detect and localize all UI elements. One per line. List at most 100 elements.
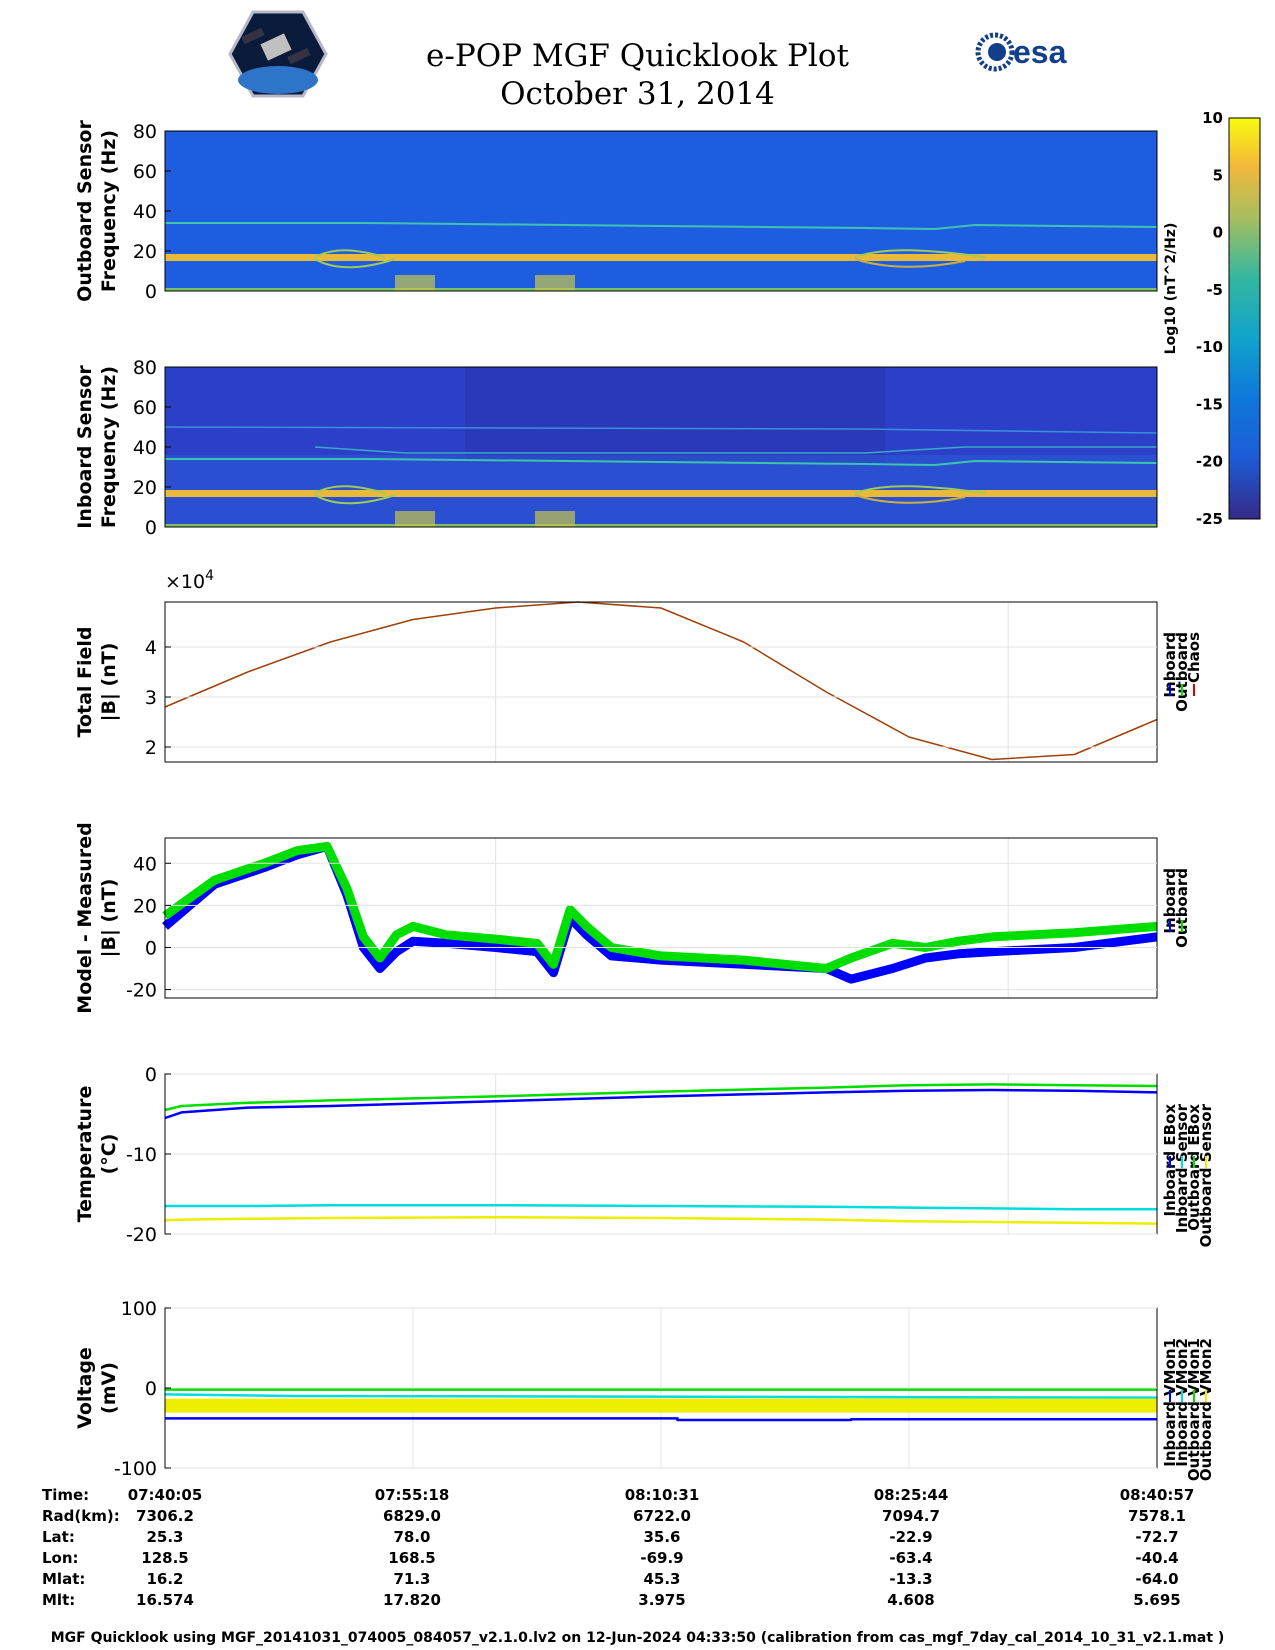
spectrogram-line-34hz bbox=[165, 222, 1158, 231]
colorbar-tick-label: -5 bbox=[1206, 281, 1223, 299]
spectrogram-burst bbox=[535, 275, 575, 291]
series-line-2 bbox=[165, 1203, 1157, 1211]
colorbar-tick-label: -10 bbox=[1196, 338, 1223, 356]
legend-label: Outboard VMon2 bbox=[1197, 1338, 1215, 1481]
y-tick-label: -20 bbox=[126, 1224, 157, 1246]
y-axis-label: Voltage (mV) bbox=[74, 1347, 120, 1429]
spectrogram-line-17hz bbox=[165, 490, 1157, 497]
spectrogram-quiet-region bbox=[465, 367, 885, 463]
y-tick-label: 0 bbox=[145, 517, 157, 539]
spectrogram-line-50hz bbox=[164, 426, 1158, 434]
voltage-axes: 100 0 -100 Voltage (mV) bbox=[74, 1298, 1157, 1480]
spectrogram-line-17hz bbox=[165, 254, 1157, 261]
spectrogram-loop-lower-2 bbox=[854, 258, 966, 268]
y-tick-label: 0 bbox=[145, 1064, 157, 1086]
ephemeris-cell: 7578.1 bbox=[1128, 1507, 1186, 1525]
ephemeris-cell: 07:40:05 bbox=[128, 1486, 203, 1504]
ephemeris-row-label: Rad(km): bbox=[42, 1507, 120, 1525]
y-tick-label: 2 bbox=[145, 737, 157, 759]
colorbar-label: Log10 (nT^2/Hz) bbox=[1163, 223, 1179, 355]
ephemeris-cell: 16.2 bbox=[146, 1570, 183, 1588]
ephemeris-cell: -69.9 bbox=[640, 1549, 683, 1567]
y-tick-label: 20 bbox=[133, 477, 157, 499]
ephemeris-cell: -72.7 bbox=[1135, 1528, 1178, 1546]
series-line-0 bbox=[164, 1088, 1158, 1120]
colorbar-tick-label: 5 bbox=[1213, 166, 1223, 184]
footer-caption: MGF Quicklook using MGF_20141031_074005_… bbox=[50, 1630, 1225, 1646]
y-tick-label: 0 bbox=[145, 937, 157, 959]
spectrogram-burst bbox=[535, 511, 575, 527]
legend-label: Outboard bbox=[1173, 632, 1191, 712]
y-tick-label: 100 bbox=[121, 1298, 157, 1320]
y-tick-label: 40 bbox=[133, 201, 157, 223]
ephemeris-cell: 6722.0 bbox=[633, 1507, 691, 1525]
y-axis-label: Model - Measured |B| (nT) bbox=[74, 822, 120, 1013]
ephemeris-cell: 78.0 bbox=[393, 1528, 430, 1546]
ephemeris-row-label: Lat: bbox=[42, 1528, 75, 1546]
spectrogram-line-40hz bbox=[314, 446, 1157, 454]
y-tick-label: -20 bbox=[126, 980, 157, 1002]
legend-label: Inboard bbox=[1161, 868, 1179, 934]
ephemeris-row-label: Mlt: bbox=[42, 1591, 75, 1609]
esa-logo-text: esa bbox=[1013, 34, 1067, 70]
y-axis-label: Outboard Sensor Frequency (Hz) bbox=[74, 120, 120, 302]
ephemeris-cell: 128.5 bbox=[141, 1549, 188, 1567]
y-axis-label: Total Field |B| (nT) bbox=[74, 626, 120, 737]
outboard-spectrogram bbox=[164, 130, 1158, 292]
ephemeris-cell: 16.574 bbox=[136, 1591, 194, 1609]
colorbar-tick-label: 0 bbox=[1213, 224, 1223, 242]
spectrogram-loop-lower bbox=[314, 494, 396, 505]
y-tick-label: 80 bbox=[133, 121, 157, 143]
spectrogram-low-band bbox=[165, 524, 1157, 527]
ephemeris-cell: 3.975 bbox=[638, 1591, 685, 1609]
y-axis-label: Temperature (°C) bbox=[74, 1086, 120, 1223]
total-field-axes: 2 3 4 Total Field |B| (nT) bbox=[74, 626, 1157, 759]
ephemeris-cell: 6829.0 bbox=[383, 1507, 441, 1525]
series-line-0 bbox=[165, 1417, 1157, 1422]
title-line-2: October 31, 2014 bbox=[500, 76, 775, 112]
legend-label: Outboard VMon1 bbox=[1185, 1338, 1203, 1481]
inboard-spectrogram-axes: 80 60 40 20 0 Inboard Sensor Frequency (Hz) bbox=[74, 357, 171, 539]
ephemeris-cell: -64.0 bbox=[1135, 1570, 1178, 1588]
ephemeris-cell: 4.608 bbox=[887, 1591, 934, 1609]
model-minus-measured-axes: 40 20 0 -20 Model - Measured |B| (nT) bbox=[74, 822, 1157, 1014]
spectrogram-loop-upper bbox=[314, 485, 386, 494]
y-tick-label: 20 bbox=[133, 895, 157, 917]
y-tick-label: -10 bbox=[126, 1144, 157, 1166]
esa-logo: esa bbox=[975, 32, 1067, 72]
y-tick-label: 20 bbox=[133, 241, 157, 263]
ephemeris-cell: -13.3 bbox=[889, 1570, 932, 1588]
ephemeris-cell: 07:55:18 bbox=[375, 1486, 450, 1504]
outboard-spectrogram-axes: 80 60 40 20 0 Outboard Sensor Frequency (Hz) bbox=[74, 120, 171, 303]
series-line-3 bbox=[164, 1215, 1158, 1225]
ephemeris-cell: 17.820 bbox=[383, 1591, 441, 1609]
y-tick-label: 60 bbox=[133, 397, 157, 419]
spectrogram-loop-upper bbox=[314, 249, 386, 258]
legend-label: Inboard bbox=[1161, 632, 1179, 698]
colorbar-tick-label: -15 bbox=[1196, 395, 1223, 413]
legend-label: Outboard bbox=[1173, 868, 1191, 948]
y-tick-label: 0 bbox=[145, 281, 157, 303]
plot-frame bbox=[164, 601, 1158, 763]
temperature-axes: 0 -10 -20 Temperature (°C) bbox=[74, 1064, 1157, 1246]
ephemeris-cell: 71.3 bbox=[393, 1570, 430, 1588]
colorbar-tick-label: 10 bbox=[1202, 109, 1223, 127]
y-tick-label: 3 bbox=[145, 687, 157, 709]
cassiope-logo bbox=[228, 10, 328, 98]
spectrogram-loop-lower-2 bbox=[854, 494, 966, 504]
y-axis-label: Inboard Sensor Frequency (Hz) bbox=[74, 365, 120, 529]
legend-label: Chaos bbox=[1185, 632, 1203, 683]
ephemeris-cell: 08:40:57 bbox=[1120, 1486, 1195, 1504]
ephemeris-cell: 7306.2 bbox=[136, 1507, 194, 1525]
y-exponent: ×104 bbox=[165, 568, 214, 593]
ephemeris-cell: 08:10:31 bbox=[625, 1486, 700, 1504]
colorbar: 10 5 0 -5 -10 -15 -20 -25 Log10 (nT^2/Hz) bbox=[1163, 109, 1261, 528]
ephemeris-cell: 5.695 bbox=[1133, 1591, 1180, 1609]
y-tick-label: -100 bbox=[114, 1458, 157, 1480]
y-tick-label: 0 bbox=[145, 1378, 157, 1400]
spectrogram-burst bbox=[395, 275, 435, 291]
